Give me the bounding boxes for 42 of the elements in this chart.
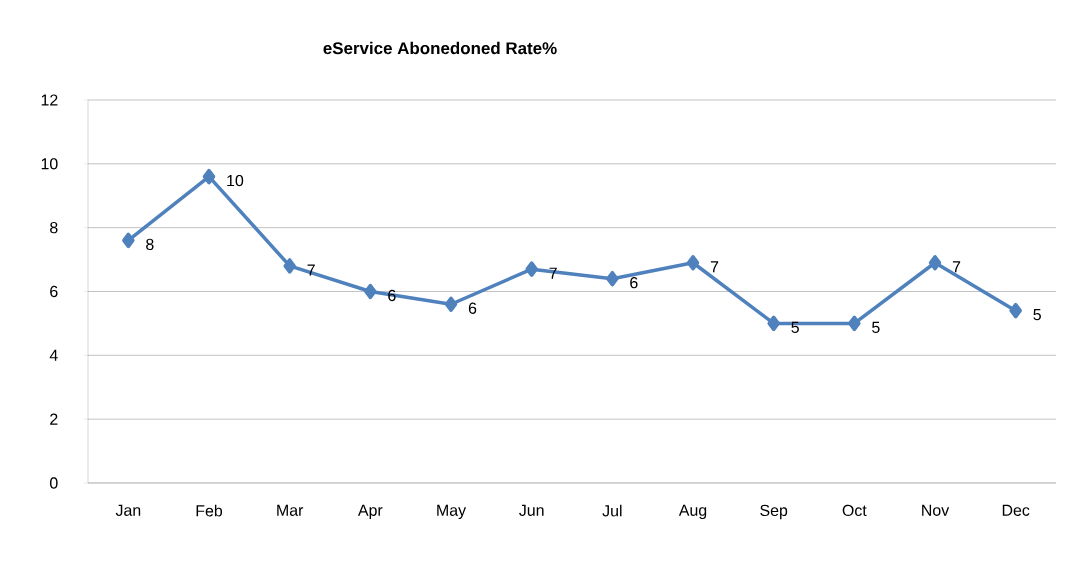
data-label: 10 bbox=[227, 174, 244, 187]
x-tick-label: Mar bbox=[277, 504, 304, 516]
x-tick-label: Apr bbox=[357, 504, 383, 520]
data-label: 7 bbox=[549, 267, 557, 279]
x-tick-label: Feb bbox=[196, 504, 223, 517]
y-tick-label: 0 bbox=[50, 477, 58, 489]
point bbox=[202, 168, 216, 185]
x-tick-label: Jun bbox=[519, 504, 544, 516]
point bbox=[283, 258, 296, 274]
x-tick-label: Aug bbox=[678, 504, 707, 520]
y-tick-label: 2 bbox=[50, 413, 58, 425]
data-label: 8 bbox=[146, 238, 154, 251]
x-tick-label: Dec bbox=[1002, 504, 1030, 516]
point bbox=[525, 261, 538, 277]
point bbox=[848, 315, 861, 332]
point bbox=[606, 270, 619, 287]
y-tick-label: 8 bbox=[50, 222, 58, 234]
y-tick-label: 6 bbox=[50, 285, 58, 298]
y-tick-label: 4 bbox=[49, 349, 58, 361]
point bbox=[686, 255, 700, 271]
x-tick-label: Oct bbox=[842, 504, 867, 517]
point bbox=[444, 296, 458, 312]
y-tick-label: 12 bbox=[41, 94, 58, 106]
point bbox=[122, 232, 135, 249]
y-tick-label: 10 bbox=[41, 158, 58, 170]
point bbox=[1009, 302, 1022, 319]
data-label: 7 bbox=[710, 261, 719, 273]
x-tick-label: Sep bbox=[760, 504, 788, 520]
point bbox=[364, 283, 377, 300]
point bbox=[767, 315, 780, 332]
x-tick-label: Jul bbox=[602, 504, 622, 517]
point bbox=[928, 255, 942, 271]
x-tick-label: Jan bbox=[115, 504, 141, 516]
data-label: 7 bbox=[952, 261, 961, 273]
data-label: 5 bbox=[791, 321, 799, 333]
chart-title: eService Abonedoned Rate% bbox=[323, 41, 557, 55]
x-tick-label: May bbox=[437, 504, 467, 520]
data-label: 5 bbox=[872, 321, 880, 333]
data-label: 6 bbox=[630, 277, 638, 289]
data-label: 5 bbox=[1033, 309, 1041, 321]
data-label: 6 bbox=[468, 302, 477, 314]
x-tick-label: Nov bbox=[922, 504, 950, 516]
